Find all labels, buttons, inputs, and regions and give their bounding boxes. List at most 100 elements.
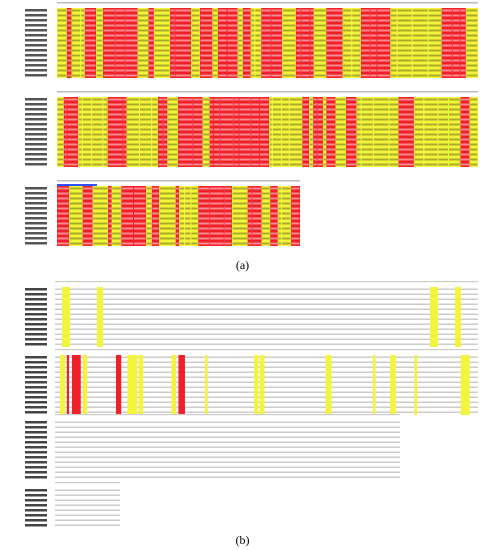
residues — [310, 69, 314, 72]
residues — [212, 39, 218, 42]
residues — [326, 54, 343, 57]
residues — [57, 148, 64, 151]
block-bg — [25, 186, 53, 246]
residues — [108, 98, 123, 101]
residues — [170, 34, 175, 37]
residues — [69, 192, 83, 195]
residues — [218, 39, 227, 42]
residues — [139, 148, 152, 151]
residues — [159, 207, 176, 210]
residues — [198, 212, 210, 215]
residues — [326, 19, 343, 22]
residues — [103, 24, 115, 27]
residues — [212, 24, 218, 27]
seq-name — [25, 113, 47, 116]
residues — [81, 44, 85, 47]
residues — [191, 187, 198, 190]
residues — [64, 123, 67, 126]
residues — [261, 24, 271, 27]
residues — [220, 163, 234, 166]
residues — [269, 113, 272, 116]
residues — [115, 34, 125, 37]
residues — [271, 29, 282, 32]
residues — [272, 108, 282, 111]
residues — [424, 98, 438, 101]
seq-name — [25, 207, 47, 210]
residues — [259, 133, 269, 136]
residues — [69, 197, 83, 200]
residues — [78, 143, 82, 146]
residues — [121, 207, 134, 210]
residues — [326, 69, 343, 72]
residues — [123, 98, 127, 101]
residues — [178, 113, 193, 116]
residues — [352, 44, 361, 47]
residues — [356, 133, 361, 136]
residues — [261, 59, 271, 62]
residues — [336, 103, 346, 106]
residues — [326, 113, 336, 116]
residues — [466, 39, 478, 42]
residues — [83, 222, 93, 225]
seq-name — [25, 34, 47, 37]
residues — [108, 217, 112, 220]
residues — [412, 54, 428, 57]
residues — [309, 98, 313, 101]
residues — [270, 202, 278, 205]
residues — [127, 143, 139, 146]
residues — [78, 118, 82, 121]
residues — [336, 133, 346, 136]
residues — [255, 24, 261, 27]
residues — [212, 69, 218, 72]
residues — [152, 227, 159, 230]
residues — [313, 98, 317, 101]
residues — [83, 192, 93, 195]
residues — [108, 207, 112, 210]
residues — [317, 123, 323, 126]
residues — [452, 39, 460, 42]
column — [91, 97, 103, 167]
seq-name — [25, 54, 47, 57]
residues — [78, 133, 82, 136]
residues — [218, 29, 227, 32]
residues — [301, 59, 310, 62]
residues — [466, 54, 478, 57]
residues — [127, 158, 139, 161]
residues — [412, 74, 428, 77]
residues — [176, 212, 179, 215]
residues — [123, 128, 127, 131]
column — [175, 186, 180, 246]
residues — [251, 103, 259, 106]
residues — [390, 69, 397, 72]
residues — [112, 237, 121, 240]
residues — [310, 64, 314, 67]
residues — [356, 138, 361, 141]
residues — [272, 153, 282, 156]
residues — [121, 197, 134, 200]
residues — [176, 197, 179, 200]
residues — [218, 24, 227, 27]
seq-name — [25, 371, 47, 374]
residues — [361, 34, 370, 37]
residues — [78, 123, 82, 126]
residues — [412, 24, 428, 27]
residues — [170, 39, 175, 42]
residues — [125, 69, 138, 72]
column — [127, 355, 138, 415]
residues — [239, 153, 251, 156]
residues — [224, 227, 232, 230]
residues — [57, 59, 67, 62]
column — [430, 287, 438, 347]
seq-name — [25, 313, 47, 316]
residues — [178, 163, 193, 166]
residues — [185, 207, 191, 210]
residues — [261, 34, 271, 37]
residues — [373, 118, 389, 121]
residues — [178, 143, 193, 146]
residues — [176, 222, 179, 225]
residues — [361, 19, 370, 22]
highlight — [57, 184, 97, 186]
residues — [377, 9, 390, 12]
residues — [220, 103, 234, 106]
residues — [203, 133, 210, 136]
